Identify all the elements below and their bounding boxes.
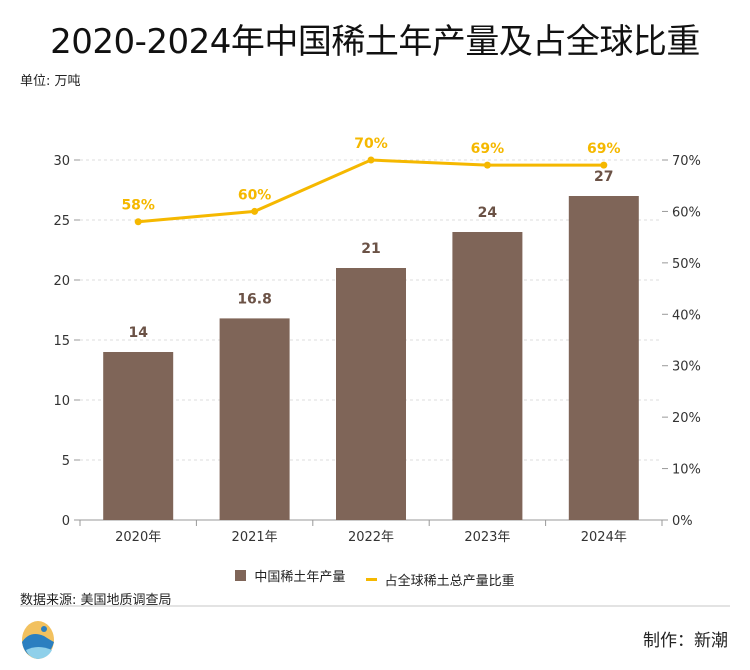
left-tick-label: 10 bbox=[53, 394, 70, 409]
x-tick-label: 2024年 bbox=[581, 530, 627, 545]
x-tick-label: 2022年 bbox=[348, 530, 394, 545]
line-point[interactable] bbox=[134, 218, 142, 226]
bar[interactable] bbox=[336, 268, 406, 520]
bar-label: 27 bbox=[594, 169, 613, 185]
bar[interactable] bbox=[219, 318, 290, 520]
chart: 0 5 10 15 20 25 30 0% 10% 20% 30% 40% 50% 60% 70% 2020年… bbox=[53, 136, 701, 545]
divider bbox=[20, 605, 730, 607]
legend-label: 中国稀土年产量 bbox=[254, 570, 346, 585]
share-line bbox=[138, 158, 604, 224]
bar[interactable] bbox=[103, 352, 174, 520]
right-tick-label: 10% bbox=[672, 463, 701, 478]
credit: 制作：新潮 bbox=[643, 631, 728, 651]
x-tick-label: 2021年 bbox=[232, 530, 278, 545]
right-tick-label: 50% bbox=[672, 257, 701, 272]
legend-item-share[interactable]: 占全球稀土总产量比重 bbox=[365, 570, 515, 589]
left-tick-label: 30 bbox=[53, 154, 70, 169]
x-tick-label: 2023年 bbox=[464, 530, 510, 545]
right-tick-label: 20% bbox=[672, 411, 701, 426]
bar-label: 16.8 bbox=[237, 291, 272, 307]
line-label: 60% bbox=[238, 187, 272, 203]
left-tick-label: 15 bbox=[53, 334, 70, 349]
line-label: 58% bbox=[121, 198, 155, 214]
legend-item-production[interactable]: 中国稀土年产量 bbox=[235, 566, 345, 585]
legend-bar-swatch bbox=[235, 570, 247, 581]
chart-title: 2020-2024年中国稀土年产量及占全球比重 bbox=[50, 22, 700, 62]
line-point[interactable] bbox=[600, 161, 608, 169]
line-point[interactable] bbox=[483, 161, 491, 169]
line-point[interactable] bbox=[367, 156, 375, 164]
bar[interactable] bbox=[568, 196, 639, 520]
right-tick-label: 70% bbox=[672, 154, 701, 169]
right-tick-label: 40% bbox=[672, 308, 701, 323]
left-tick-label: 0 bbox=[62, 514, 70, 529]
right-tick-label: 60% bbox=[672, 205, 701, 220]
legend-label: 占全球稀土总产量比重 bbox=[384, 574, 515, 589]
left-tick-label: 25 bbox=[53, 214, 70, 229]
bar-label: 21 bbox=[361, 241, 380, 257]
bar[interactable] bbox=[452, 232, 523, 520]
right-tick-label: 0% bbox=[672, 514, 693, 529]
line-label: 70% bbox=[354, 136, 388, 152]
left-tick-label: 20 bbox=[53, 274, 70, 289]
logo-icon bbox=[22, 621, 54, 659]
legend: 中国稀土年产量 占全球稀土总产量比重 bbox=[0, 566, 750, 589]
right-tick-label: 30% bbox=[672, 360, 701, 375]
source-note: 数据来源: 美国地质调查局 bbox=[20, 593, 172, 608]
left-tick-label: 5 bbox=[62, 454, 70, 469]
unit-label: 单位: 万吨 bbox=[20, 74, 81, 89]
line-point[interactable] bbox=[251, 207, 259, 215]
line-label: 69% bbox=[471, 141, 505, 157]
line-label: 69% bbox=[587, 141, 621, 157]
bar-label: 14 bbox=[128, 325, 148, 341]
bar-label: 24 bbox=[478, 205, 498, 221]
legend-line-swatch bbox=[365, 578, 377, 581]
x-tick-label: 2020年 bbox=[115, 530, 161, 545]
